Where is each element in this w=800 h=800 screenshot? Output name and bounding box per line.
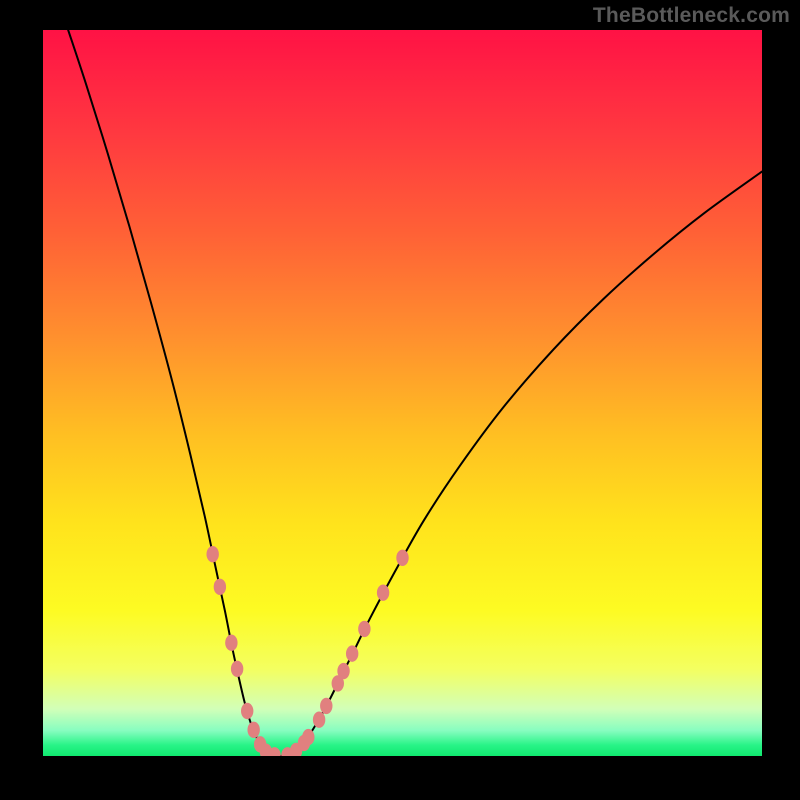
curve-marker bbox=[396, 550, 408, 566]
watermark-text: TheBottleneck.com bbox=[593, 4, 790, 28]
chart-stage: TheBottleneck.com bbox=[0, 0, 800, 800]
curve-marker bbox=[346, 645, 358, 661]
curve-marker bbox=[358, 621, 370, 637]
curve-marker bbox=[247, 722, 259, 738]
curve-marker bbox=[313, 712, 325, 728]
curve-marker bbox=[206, 546, 218, 562]
plot-background bbox=[43, 30, 762, 756]
curve-marker bbox=[377, 584, 389, 600]
curve-marker bbox=[241, 703, 253, 719]
curve-marker bbox=[337, 663, 349, 679]
curve-marker bbox=[268, 747, 280, 763]
curve-marker bbox=[320, 698, 332, 714]
curve-marker bbox=[214, 579, 226, 595]
curve-marker bbox=[225, 635, 237, 651]
bottleneck-chart bbox=[0, 0, 800, 800]
curve-marker bbox=[231, 661, 243, 677]
curve-marker bbox=[302, 729, 314, 745]
